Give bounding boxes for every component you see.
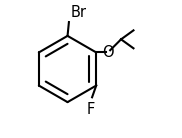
Text: F: F [87, 102, 95, 117]
Text: Br: Br [71, 5, 87, 20]
Text: O: O [102, 45, 114, 60]
